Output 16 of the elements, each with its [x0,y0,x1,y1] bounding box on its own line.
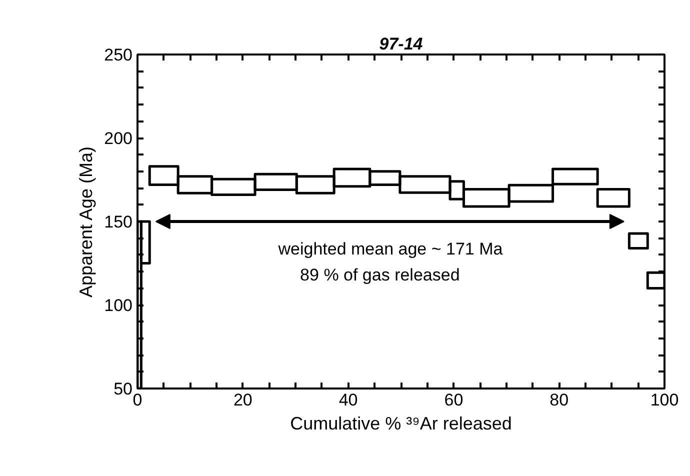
x-tick-label: 40 [338,390,358,410]
y-tick-label: 200 [104,129,133,148]
x-tick-label: 60 [444,390,464,410]
x-axis-title: Cumulative % ³⁹Ar released [290,414,512,434]
y-axis-title: Apparent Age (Ma) [76,146,96,298]
x-tick-label: 20 [233,390,252,410]
y-tick-label: 250 [104,46,133,64]
y-tick-label: 100 [104,296,133,315]
chart-title: 97-14 [379,34,424,54]
y-tick-label: 150 [104,212,133,232]
y-tick-label: 50 [114,380,133,398]
x-tick-label: 80 [550,390,569,410]
x-tick-label: 0 [132,390,142,410]
annotation: weighted mean age ~ 171 Ma [277,240,504,258]
x-tick-label: 100 [650,390,679,410]
annotation: 89 % of gas released [300,266,460,284]
